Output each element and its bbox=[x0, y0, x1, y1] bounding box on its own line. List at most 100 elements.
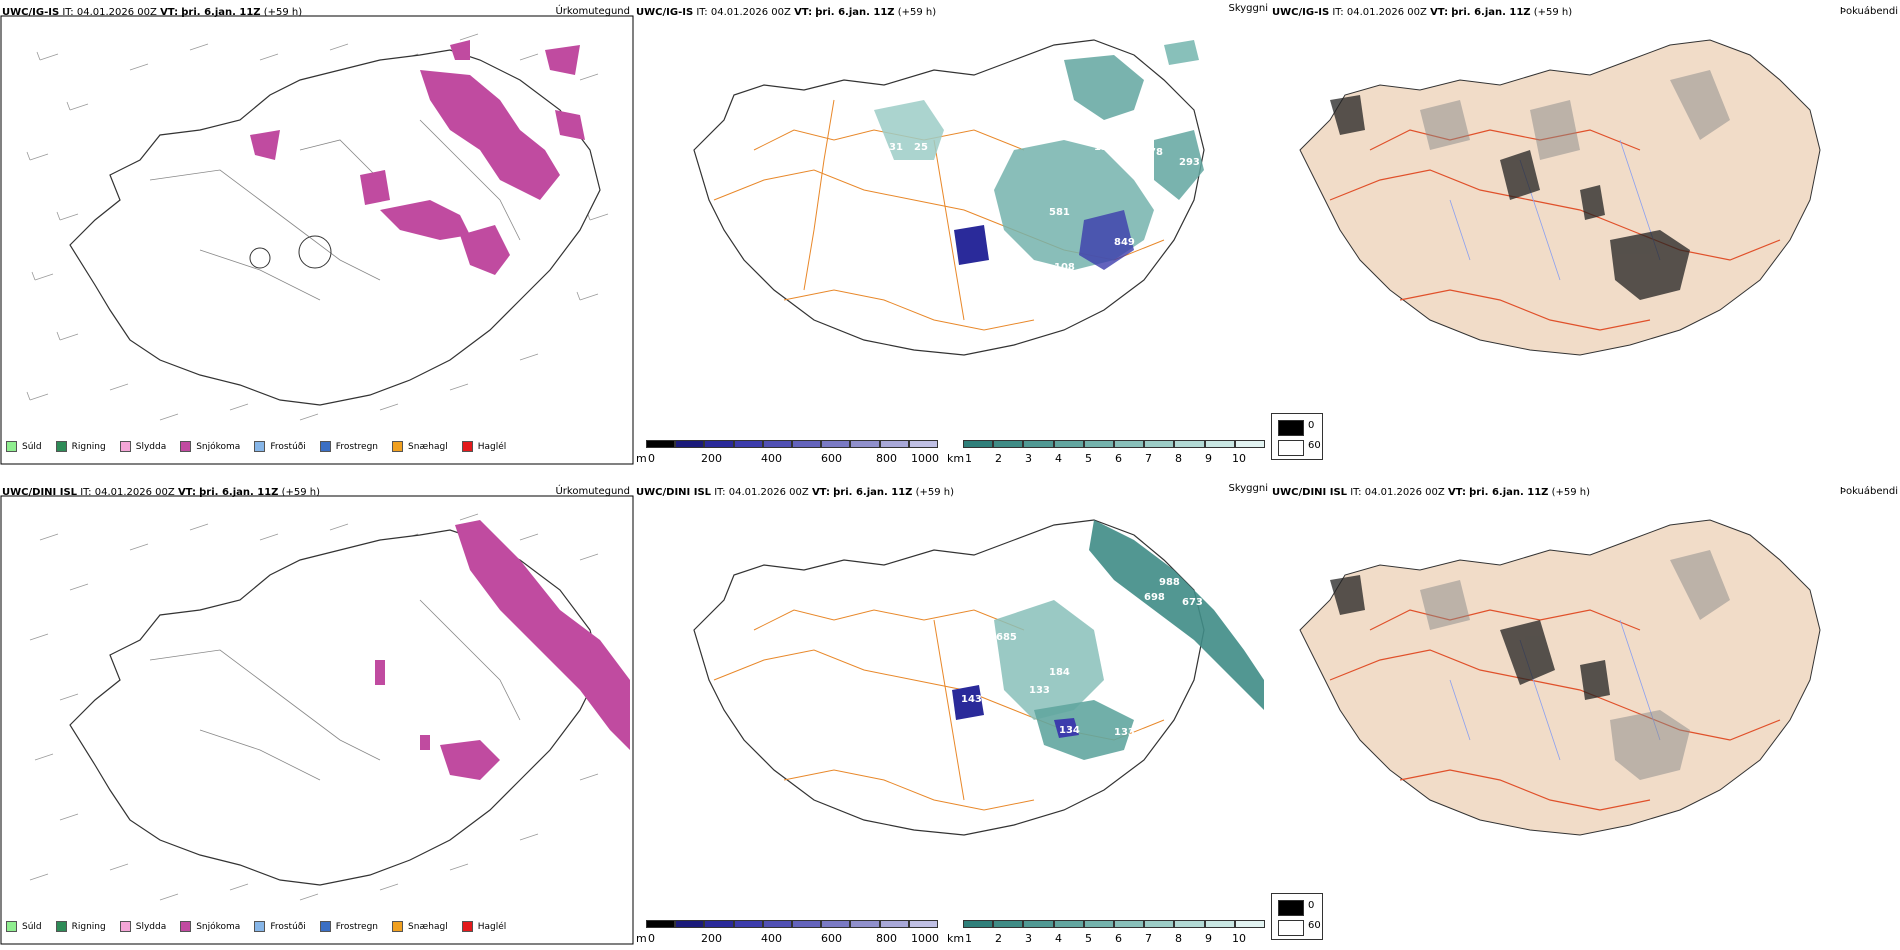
visibility-tick: 8 bbox=[1175, 452, 1182, 465]
fog-map-svg bbox=[1299, 39, 1821, 356]
lead-time: (+59 h) bbox=[1533, 7, 1573, 18]
fog-panel: UWC/IG-IS IT: 04.01.2026 00Z VT: þri. 6.… bbox=[1270, 0, 1900, 470]
init-time: 04.01.2026 00Z bbox=[94, 487, 175, 498]
visibility-tick: 7 bbox=[1145, 932, 1152, 945]
ceiling-tick: 800 bbox=[876, 452, 897, 465]
panel-title: Skyggni bbox=[1228, 483, 1268, 494]
init-time: 04.01.2026 00Z bbox=[1364, 487, 1445, 498]
legend-swatch bbox=[6, 441, 17, 452]
legend-label: Slydda bbox=[135, 921, 167, 932]
colorbar-segment bbox=[762, 920, 792, 928]
valid-time: þri. 6.jan. 11Z bbox=[199, 487, 279, 498]
legend-item: Frostúði bbox=[254, 921, 306, 932]
ceiling-colorbar: m 0 200 400 600 800 1000 bbox=[636, 920, 941, 946]
colorbar-segment bbox=[879, 440, 909, 448]
panel-header: UWC/IG-IS IT: 04.01.2026 00Z VT: þri. 6.… bbox=[636, 7, 936, 18]
visibility-label: 372 bbox=[999, 262, 1020, 273]
colorbar-segment bbox=[792, 920, 822, 928]
legend-label: Frostúði bbox=[270, 921, 306, 932]
model-name: UWC/IG-IS bbox=[636, 7, 694, 18]
valid-time: þri. 6.jan. 11Z bbox=[815, 7, 895, 18]
legend-swatch bbox=[319, 441, 331, 452]
legend-item: Rigning bbox=[55, 921, 106, 932]
ceiling-tick: 0 bbox=[648, 932, 655, 945]
precip-legend: Súld Rigning Slydda Snjókoma Frostúði Fr… bbox=[6, 921, 506, 932]
colorbar-segment bbox=[1083, 920, 1114, 928]
precip-type-panel: UWC/IG-IS IT: 04.01.2026 00Z VT: þri. 6.… bbox=[0, 0, 634, 470]
ceiling-tick: 0 bbox=[648, 452, 655, 465]
panel-title: Þokuábendi bbox=[1839, 486, 1898, 497]
valid-time: þri. 6.jan. 11Z bbox=[1469, 487, 1549, 498]
legend-label: Súld bbox=[22, 441, 42, 452]
init-time: 04.01.2026 00Z bbox=[728, 487, 809, 498]
legend-swatch bbox=[392, 441, 404, 452]
legend-item: Súld bbox=[6, 921, 42, 932]
vt-label: VT: bbox=[1430, 7, 1449, 18]
colorbar-segment bbox=[908, 440, 938, 448]
panel-title: Úrkomutegund bbox=[555, 6, 630, 17]
visibility-label: 25 bbox=[914, 142, 928, 153]
panel-header: UWC/DINI ISL IT: 04.01.2026 00Z VT: þri.… bbox=[1272, 487, 1590, 498]
colorbar-segment bbox=[850, 920, 880, 928]
colorbar-segment bbox=[1174, 920, 1205, 928]
precip-map-svg bbox=[0, 15, 634, 465]
legend-item: Frostregn bbox=[319, 441, 378, 452]
fog-swatch bbox=[1278, 420, 1304, 436]
ceiling-tick: 400 bbox=[761, 452, 782, 465]
visibility-tick: 9 bbox=[1205, 932, 1212, 945]
it-label: IT: bbox=[714, 487, 726, 498]
visibility-label: 184 bbox=[1049, 667, 1070, 678]
colorbar-segment bbox=[1083, 440, 1114, 448]
colorbar-segment bbox=[993, 440, 1024, 448]
model-name: UWC/DINI ISL bbox=[1272, 487, 1348, 498]
legend-item: Haglél bbox=[461, 441, 507, 452]
precip-legend: Súld Rigning Slydda Snjókoma Frostúði Fr… bbox=[6, 441, 506, 452]
panel-title: Þokuábendi bbox=[1839, 6, 1898, 17]
legend-swatch bbox=[55, 921, 67, 932]
legend-item: Rigning bbox=[55, 441, 106, 452]
visibility-panel: 988 698 673 685 184 133 146 231 134 133 … bbox=[634, 480, 1270, 950]
visibility-label: 581 bbox=[1049, 207, 1070, 218]
it-label: IT: bbox=[80, 487, 92, 498]
visibility-map-svg: 13 25 31 38 135 581 849 236 372 108 78 2… bbox=[693, 39, 1205, 356]
visibility-tick: 4 bbox=[1055, 932, 1062, 945]
model-row-ig: UWC/IG-IS IT: 04.01.2026 00Z VT: þri. 6.… bbox=[0, 0, 1900, 470]
init-time: 04.01.2026 00Z bbox=[76, 7, 157, 18]
ceiling-tick: 400 bbox=[761, 932, 782, 945]
legend-swatch bbox=[180, 921, 192, 932]
colorbar-segment bbox=[963, 440, 994, 448]
visibility-label: 78 bbox=[1149, 147, 1163, 158]
lead-time: (+59 h) bbox=[915, 487, 955, 498]
panel-header: UWC/IG-IS IT: 04.01.2026 00Z VT: þri. 6.… bbox=[1272, 7, 1572, 18]
legend-swatch bbox=[119, 441, 131, 452]
model-name: UWC/IG-IS bbox=[1272, 7, 1330, 18]
fog-legend: 0 60 bbox=[1271, 893, 1323, 940]
colorbar-segment bbox=[733, 440, 763, 448]
legend-label: Rigning bbox=[71, 441, 106, 452]
valid-time: þri. 6.jan. 11Z bbox=[181, 7, 261, 18]
legend-item: Frostúði bbox=[254, 441, 306, 452]
visibility-tick: 5 bbox=[1085, 452, 1092, 465]
legend-label: Slydda bbox=[135, 441, 167, 452]
colorbar-segment bbox=[1234, 440, 1265, 448]
legend-label: Haglél bbox=[477, 441, 507, 452]
colorbar-segment bbox=[704, 920, 734, 928]
legend-label: Snæhagl bbox=[408, 921, 448, 932]
valid-time: þri. 6.jan. 11Z bbox=[833, 487, 913, 498]
visibility-label: 685 bbox=[996, 632, 1017, 643]
precip-type-panel: UWC/DINI ISL IT: 04.01.2026 00Z VT: þri.… bbox=[0, 480, 634, 950]
colorbar-segment bbox=[1234, 920, 1265, 928]
ceiling-unit: m bbox=[636, 452, 647, 465]
legend-item: Snjókoma bbox=[180, 441, 240, 452]
ceiling-unit: m bbox=[636, 932, 647, 945]
visibility-map-svg: 988 698 673 685 184 133 146 231 134 133 … bbox=[693, 519, 1264, 836]
visibility-label: 133 bbox=[1029, 685, 1050, 696]
fog-swatch bbox=[1278, 900, 1304, 916]
colorbar-segment bbox=[1144, 920, 1175, 928]
visibility-tick: 10 bbox=[1232, 932, 1246, 945]
vt-label: VT: bbox=[160, 7, 179, 18]
fog-legend-label: 60 bbox=[1308, 440, 1321, 451]
it-label: IT: bbox=[696, 7, 708, 18]
colorbar-segment bbox=[879, 920, 909, 928]
colorbar-segment bbox=[1114, 440, 1145, 448]
